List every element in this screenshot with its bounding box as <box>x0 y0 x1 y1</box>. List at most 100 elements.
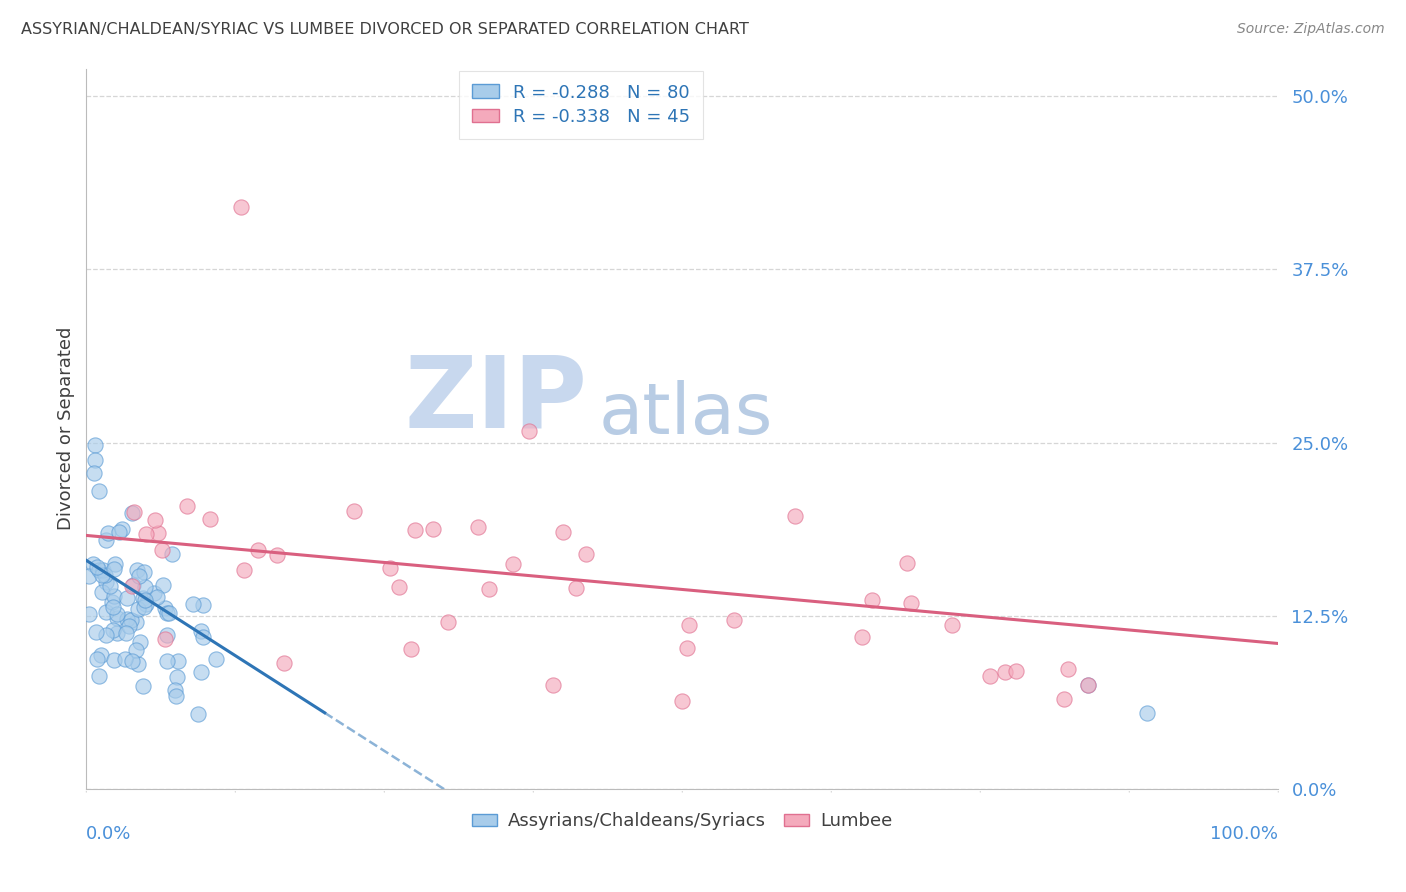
Point <box>941 617 963 632</box>
Point <box>89 484 111 499</box>
Point <box>1136 706 1159 720</box>
Point <box>103 653 125 667</box>
Point <box>90 648 112 662</box>
Point <box>994 665 1017 679</box>
Point <box>128 569 150 583</box>
Point <box>176 499 198 513</box>
Point <box>103 562 125 576</box>
Point <box>388 580 411 594</box>
Point <box>132 565 155 579</box>
Point <box>142 585 165 599</box>
Point <box>84 624 107 639</box>
Point <box>153 632 176 646</box>
Point <box>553 524 575 539</box>
Point <box>89 668 111 682</box>
Point <box>104 557 127 571</box>
Point <box>162 547 184 561</box>
Point <box>167 654 190 668</box>
Point <box>83 438 105 452</box>
Point <box>153 601 176 615</box>
Point <box>77 607 100 621</box>
Point <box>676 640 699 655</box>
Point <box>233 563 256 577</box>
Y-axis label: Divorced or Separated: Divorced or Separated <box>58 327 75 531</box>
Point <box>502 557 524 571</box>
Point <box>146 525 169 540</box>
Point <box>380 561 402 575</box>
Point <box>564 581 586 595</box>
Point <box>101 595 124 609</box>
Point <box>94 628 117 642</box>
Point <box>135 597 157 611</box>
Point <box>94 575 117 590</box>
Point <box>437 615 460 630</box>
Point <box>574 547 596 561</box>
Point <box>117 591 139 605</box>
Point <box>97 525 120 540</box>
Point <box>152 578 174 592</box>
Point <box>159 606 181 620</box>
Point <box>89 563 111 577</box>
Point <box>114 651 136 665</box>
Point <box>94 568 117 582</box>
Point <box>163 683 186 698</box>
Point <box>84 453 107 467</box>
Point <box>115 612 138 626</box>
Point <box>517 425 540 439</box>
Point <box>127 602 149 616</box>
Point <box>128 635 150 649</box>
Point <box>273 656 295 670</box>
Point <box>77 568 100 582</box>
Point <box>231 200 253 214</box>
Point <box>187 707 209 722</box>
Point <box>541 678 564 692</box>
Point <box>156 654 179 668</box>
Text: Source: ZipAtlas.com: Source: ZipAtlas.com <box>1237 22 1385 37</box>
Text: 0.0%: 0.0% <box>86 825 132 843</box>
Point <box>121 579 143 593</box>
Point <box>671 694 693 708</box>
Point <box>91 563 114 577</box>
Point <box>156 628 179 642</box>
Text: ZIP: ZIP <box>404 351 586 449</box>
Point <box>422 522 444 536</box>
Point <box>266 549 288 563</box>
Point <box>198 512 221 526</box>
Point <box>1057 662 1080 676</box>
Point <box>896 556 918 570</box>
Point <box>122 505 145 519</box>
Point <box>86 559 108 574</box>
Point <box>105 607 128 622</box>
Point <box>82 557 104 571</box>
Point <box>117 618 139 632</box>
Point <box>723 613 745 627</box>
Point <box>678 617 700 632</box>
Point <box>127 657 149 671</box>
Point <box>478 582 501 597</box>
Point <box>125 643 148 657</box>
Point <box>343 504 366 518</box>
Point <box>90 568 112 582</box>
Text: ASSYRIAN/CHALDEAN/SYRIAC VS LUMBEE DIVORCED OR SEPARATED CORRELATION CHART: ASSYRIAN/CHALDEAN/SYRIAC VS LUMBEE DIVOR… <box>21 22 749 37</box>
Point <box>399 642 422 657</box>
Point <box>94 605 117 619</box>
Point <box>101 623 124 637</box>
Point <box>91 585 114 599</box>
Point <box>979 669 1001 683</box>
Point <box>108 524 131 539</box>
Point <box>246 543 269 558</box>
Point <box>121 655 143 669</box>
Point <box>134 599 156 614</box>
Point <box>134 580 156 594</box>
Legend: Assyrians/Chaldeans/Syriacs, Lumbee: Assyrians/Chaldeans/Syriacs, Lumbee <box>465 805 900 838</box>
Point <box>103 589 125 603</box>
Point <box>132 679 155 693</box>
Point <box>94 533 117 547</box>
Point <box>166 670 188 684</box>
Text: 100.0%: 100.0% <box>1211 825 1278 843</box>
Point <box>127 564 149 578</box>
Point <box>181 597 204 611</box>
Point <box>165 689 187 703</box>
Point <box>404 523 426 537</box>
Text: atlas: atlas <box>599 380 773 449</box>
